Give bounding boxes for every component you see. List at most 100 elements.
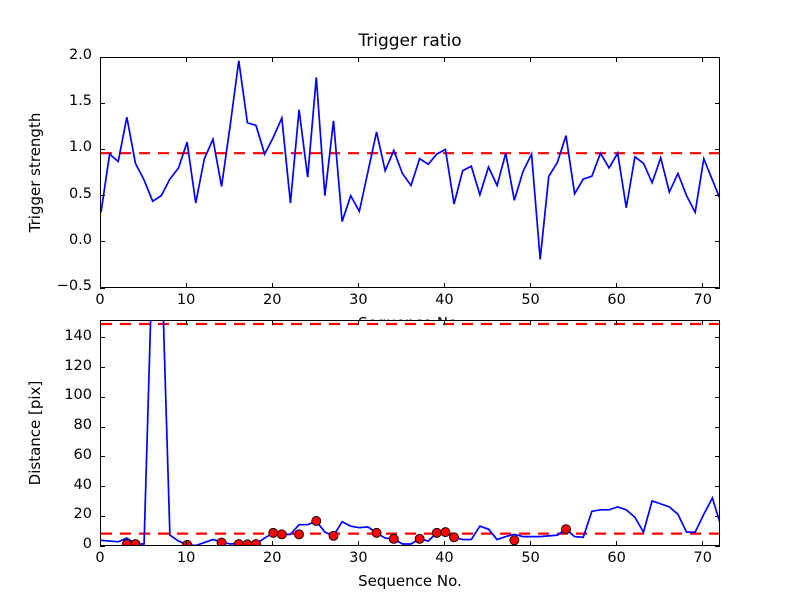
x-tick-mark bbox=[443, 283, 445, 288]
x-tick-mark bbox=[357, 283, 359, 288]
y-tick-mark bbox=[715, 287, 720, 289]
y-tick-mark bbox=[715, 426, 720, 428]
data-point-marker bbox=[561, 524, 571, 535]
y-tick-mark bbox=[715, 148, 720, 150]
x-tick-mark bbox=[271, 283, 273, 288]
data-point-marker bbox=[216, 537, 227, 545]
x-tick-mark bbox=[357, 57, 359, 62]
y-tick-mark bbox=[100, 287, 105, 289]
plot-area-trigger-ratio bbox=[100, 57, 720, 288]
x-tick-mark bbox=[99, 320, 101, 325]
x-axis-label-bottom-sequence-no: Sequence No. bbox=[358, 572, 462, 590]
x-tick-mark bbox=[616, 541, 618, 546]
x-tick-mark bbox=[99, 57, 101, 62]
x-tick-mark bbox=[530, 57, 532, 62]
x-tick-mark bbox=[616, 57, 618, 62]
y-tick-mark bbox=[100, 515, 105, 517]
x-tick-mark bbox=[702, 57, 704, 62]
data-point-marker bbox=[276, 529, 287, 540]
y-tick-mark bbox=[100, 102, 105, 104]
y-tick-mark bbox=[715, 456, 720, 458]
x-tick-label: 30 bbox=[349, 292, 368, 308]
data-series-line bbox=[101, 60, 719, 260]
x-tick-mark bbox=[443, 320, 445, 325]
y-tick-mark bbox=[100, 486, 105, 488]
x-tick-label: 60 bbox=[607, 292, 626, 308]
y-tick-label: 140 bbox=[64, 327, 92, 344]
plot-area-distance bbox=[100, 320, 720, 546]
x-tick-mark bbox=[99, 283, 101, 288]
x-tick-mark bbox=[443, 541, 445, 546]
x-tick-mark bbox=[702, 320, 704, 325]
y-tick-label: 0.0 bbox=[68, 231, 92, 248]
x-tick-mark bbox=[357, 541, 359, 546]
data-point-marker bbox=[328, 530, 339, 541]
y-tick-mark bbox=[715, 102, 720, 104]
x-tick-label: 20 bbox=[262, 550, 282, 566]
x-tick-mark bbox=[530, 320, 532, 325]
x-tick-label: 60 bbox=[607, 550, 626, 566]
x-tick-label: 10 bbox=[176, 292, 196, 308]
x-tick-mark bbox=[185, 541, 187, 546]
y-tick-label: 1.0 bbox=[68, 139, 92, 156]
y-tick-mark bbox=[100, 148, 105, 150]
data-point-marker bbox=[414, 533, 425, 544]
x-tick-label: 0 bbox=[95, 550, 105, 566]
x-tick-label: 0 bbox=[95, 292, 105, 308]
y-tick-mark bbox=[100, 56, 105, 58]
x-tick-mark bbox=[702, 283, 704, 288]
y-tick-label: 0.5 bbox=[68, 185, 92, 202]
data-series-line bbox=[101, 321, 719, 545]
y-tick-label: −0.5 bbox=[56, 278, 92, 294]
y-tick-mark bbox=[715, 56, 720, 58]
data-point-marker bbox=[182, 539, 193, 545]
y-tick-label: 20 bbox=[73, 506, 92, 523]
y-tick-mark bbox=[715, 545, 720, 547]
data-point-marker bbox=[130, 539, 141, 545]
x-tick-label: 40 bbox=[435, 550, 454, 566]
y-tick-mark bbox=[715, 195, 720, 197]
y-tick-mark bbox=[100, 195, 105, 197]
y-tick-mark bbox=[715, 241, 720, 243]
data-point-marker bbox=[509, 535, 520, 545]
x-tick-label: 70 bbox=[693, 550, 712, 566]
y-tick-mark bbox=[100, 456, 105, 458]
x-tick-label: 50 bbox=[521, 550, 540, 566]
x-tick-mark bbox=[616, 320, 618, 325]
y-tick-label: 100 bbox=[64, 387, 92, 404]
data-point-marker bbox=[431, 527, 442, 538]
data-point-marker bbox=[121, 539, 132, 545]
data-point-marker bbox=[242, 539, 253, 545]
y-tick-label: 60 bbox=[73, 446, 92, 463]
y-tick-mark bbox=[715, 396, 720, 398]
y-tick-label: 80 bbox=[73, 417, 92, 434]
y-tick-label: 1.5 bbox=[68, 93, 92, 110]
x-tick-mark bbox=[271, 541, 273, 546]
trigger-ratio-plot-svg bbox=[101, 60, 719, 260]
data-point-marker bbox=[268, 527, 279, 538]
data-point-marker bbox=[371, 527, 382, 538]
x-tick-mark bbox=[530, 283, 532, 288]
y-tick-mark bbox=[100, 396, 105, 398]
y-tick-mark bbox=[100, 426, 105, 428]
x-tick-mark bbox=[185, 320, 187, 325]
y-tick-mark bbox=[100, 367, 105, 369]
x-tick-label: 10 bbox=[176, 550, 196, 566]
y-tick-mark bbox=[715, 337, 720, 339]
data-point-marker bbox=[440, 527, 451, 538]
x-tick-mark bbox=[702, 541, 704, 546]
x-tick-mark bbox=[616, 283, 618, 288]
x-tick-mark bbox=[271, 57, 273, 62]
x-tick-label: 20 bbox=[262, 292, 282, 308]
y-axis-label-trigger-strength: Trigger strength bbox=[26, 112, 44, 233]
x-tick-label: 30 bbox=[349, 550, 368, 566]
distance-plot-svg bbox=[101, 321, 719, 545]
y-tick-mark bbox=[100, 545, 105, 547]
x-tick-mark bbox=[530, 541, 532, 546]
y-tick-mark bbox=[100, 241, 105, 243]
y-tick-label: 2.0 bbox=[68, 47, 92, 63]
x-tick-mark bbox=[99, 541, 101, 546]
data-point-marker bbox=[294, 529, 305, 540]
data-point-marker bbox=[388, 533, 399, 544]
